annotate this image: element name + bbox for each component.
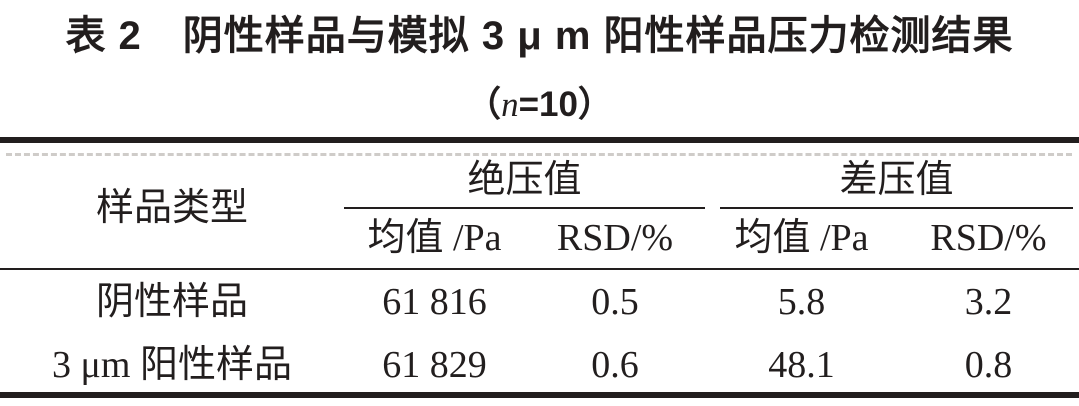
row-positive-label: 3 μm 阳性样品: [52, 344, 292, 386]
table-bottom-rule: [0, 392, 1079, 398]
row-positive-diff-mean: 48.1: [768, 344, 835, 386]
row-positive-diff-rsd: 0.8: [964, 344, 1013, 386]
subtitle-value: =10）: [518, 85, 613, 124]
row-negative-diff-rsd: 3.2: [964, 281, 1013, 323]
row-positive-abs-rsd: 0.6: [591, 344, 639, 386]
row-negative-abs-mean: 61 816: [382, 281, 487, 323]
table-caption-title: 表 2 阴性样品与模拟 3 μ m 阳性样品压力检测结果: [65, 14, 1014, 58]
row-positive-abs-mean: 61 829: [382, 344, 487, 386]
header-abs-rsd: RSD/%: [556, 217, 674, 259]
row-negative-abs-rsd: 0.5: [591, 281, 639, 323]
subtitle-open-paren: （: [466, 85, 502, 124]
scan-artifact-line: [6, 153, 1072, 156]
subtitle-n-symbol: n: [501, 85, 519, 124]
row-negative-label: 阴性样品: [95, 281, 248, 323]
table-top-rule: [0, 137, 1079, 143]
header-sample-type: 样品类型: [95, 186, 248, 229]
header-diff-rsd: RSD/%: [930, 217, 1047, 259]
row-negative-diff-mean: 5.8: [777, 281, 826, 323]
header-body-divider-rule: [0, 268, 1079, 270]
header-diff-mean: 均值 /Pa: [734, 217, 869, 259]
header-group-absolute-pressure: 绝压值: [344, 152, 705, 209]
header-group-differential-pressure: 差压值: [720, 152, 1073, 209]
header-abs-mean: 均值 /Pa: [367, 217, 502, 259]
table-caption-subtitle: （n=10）: [0, 85, 1079, 125]
